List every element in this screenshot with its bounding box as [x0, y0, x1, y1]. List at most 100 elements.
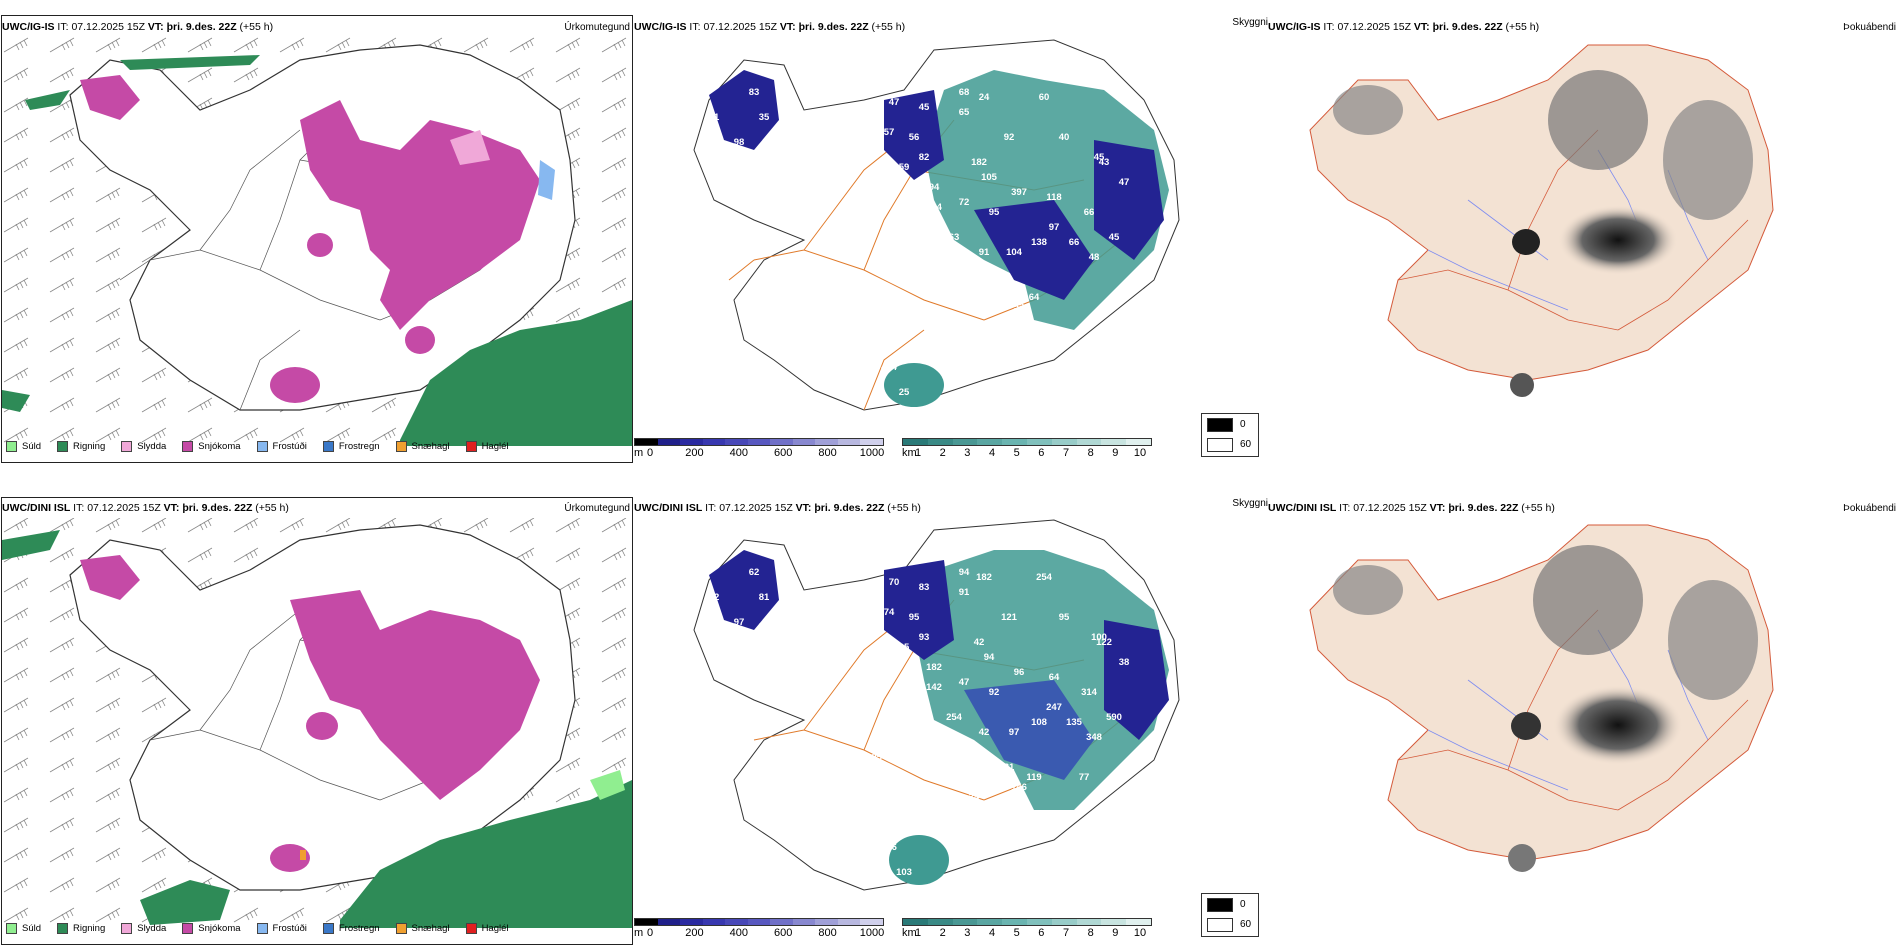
legend-item: Slydda: [121, 441, 166, 452]
cloud-base-value: 72: [829, 772, 840, 783]
cloud-base-value: 77: [1079, 772, 1090, 783]
cloud-base-value: 81: [1004, 762, 1015, 773]
legend-swatch: [256, 441, 268, 452]
colorbar-segment: [702, 919, 726, 925]
precip-map-frame: [1, 497, 633, 945]
lead-time: (+55 h): [887, 502, 921, 514]
fog-legend-value: 60: [1240, 439, 1252, 450]
vt-label: VT:: [147, 21, 164, 33]
cloud-base-value: 182: [971, 157, 987, 168]
colorbar-segment: [860, 439, 884, 445]
map-title: UWC/DINI ISL IT: 07.12.2025 15Z VT: þri.…: [1268, 502, 1555, 514]
fog-area-central: [1558, 205, 1678, 275]
cloud-base-value: 42: [974, 637, 985, 648]
vt-label: VT:: [779, 21, 796, 33]
legend-swatch: [121, 441, 133, 452]
colorbar-tick-label: 9: [1112, 447, 1119, 459]
legend-item: Frostregn: [322, 441, 380, 452]
lead-time: (+55 h): [1505, 21, 1540, 33]
cloud-panel-2: UWC/DINI ISL IT: 07.12.2025 15Z VT: þri.…: [634, 480, 1268, 950]
colorbar-segment: [977, 439, 1003, 445]
colorbar-segment: [903, 439, 928, 445]
fog-legend-swatch-black: [1207, 418, 1233, 432]
cloudbase-area-south: [884, 363, 944, 407]
colorbar-tick-label: 9: [1112, 927, 1119, 939]
rain-area-northwest: [25, 90, 70, 110]
colorbar-segment: [815, 439, 838, 445]
vt-label: VT:: [1413, 21, 1430, 33]
cloudbase-unit: m: [634, 927, 644, 939]
model-name: UWC/DINI ISL: [1268, 502, 1337, 514]
legend-item: Snæhagl: [395, 923, 450, 934]
legend-label: Súld: [22, 441, 42, 452]
cloud-base-value: 25: [899, 387, 910, 398]
precip-panel-2: UWC/DINI ISL IT: 07.12.2025 15Z VT: þri.…: [0, 480, 634, 950]
cloud-base-value: 47: [1119, 177, 1130, 188]
cloud-base-value: 83: [929, 772, 940, 783]
colorbar-segment: [635, 919, 658, 925]
cloud-base-value: 24: [979, 92, 990, 103]
cloud-base-value: 366: [841, 712, 857, 723]
cloud-base-value: 71: [709, 112, 720, 123]
colorbar-segment: [1051, 919, 1077, 925]
cloud-base-value: 48: [1089, 252, 1100, 263]
cloud-base-value: 72: [959, 197, 970, 208]
legend-label: Haglél: [481, 441, 509, 452]
it-value: 07.12.2025 15Z: [719, 502, 793, 514]
cloud-base-value: 82: [709, 592, 720, 603]
fog-legend-box: 0 60: [1201, 413, 1259, 457]
colorbar-segment: [770, 919, 793, 925]
colorbar-tick-label: 4: [988, 447, 996, 459]
cloud-base-value: 42: [979, 727, 990, 738]
cloud-base-value: 56: [909, 132, 920, 143]
fog-legend-value: 0: [1240, 899, 1246, 910]
colorbar-segment: [770, 439, 793, 445]
cloud-base-value: 70: [759, 622, 770, 633]
colorbar-tick-label: 3: [964, 927, 971, 939]
legend-swatch: [57, 441, 69, 452]
cloud-base-value: 94: [959, 567, 970, 578]
legend-label: Frostregn: [338, 923, 380, 934]
colorbar-segment: [1026, 439, 1052, 445]
colorbar-segment: [747, 439, 771, 445]
model-name: UWC/IG-IS: [634, 21, 687, 33]
snow-area-west: [80, 75, 140, 120]
colorbar-tick-label: 8: [1087, 927, 1094, 939]
cloud-base-value: 252: [1001, 282, 1017, 293]
fog-area-south: [1508, 844, 1536, 872]
snow-area-west: [80, 555, 140, 600]
ice-pellets-area: [300, 850, 306, 860]
fog-indicator-label: Þokuábendi: [1843, 22, 1896, 33]
visibility-unit: km: [902, 927, 917, 939]
cloudbase-bar: [634, 438, 884, 446]
legend-item: Slydda: [121, 923, 166, 934]
snow-area-myrdal: [405, 326, 435, 354]
colorbar-segment: [1101, 919, 1127, 925]
cloud-base-value: 70: [889, 577, 900, 588]
cloud-base-value: 92: [1004, 132, 1015, 143]
visibility-bar: [902, 918, 1152, 926]
cloudbase-bar: [634, 918, 884, 926]
legend-label: Frostúði: [272, 923, 307, 934]
cloud-base-value: 64: [1029, 292, 1040, 303]
cloud-base-value: 182: [926, 662, 942, 673]
colorbar-segment: [725, 439, 748, 445]
vt-value: þri. 9.des. 22Z: [166, 21, 237, 33]
map-title: UWC/DINI ISL IT: 07.12.2025 15Z VT: þri.…: [634, 502, 921, 514]
cloudbase-unit: m: [634, 447, 644, 459]
colorbar-tick-label: 6: [1038, 447, 1045, 459]
fog-map-svg: [1309, 44, 1774, 397]
vt-value: þri. 9.des. 22Z: [814, 502, 885, 514]
cloud-base-value: 66: [1084, 207, 1095, 218]
colorbar-tick-label: 800: [818, 447, 837, 459]
cloud-base-value: 142: [926, 682, 942, 693]
precip-type-label: Úrkomutegund: [564, 22, 630, 33]
vt-value: þri. 9.des. 22Z: [1432, 21, 1503, 33]
cloud-base-value: 45: [1094, 152, 1105, 163]
it-label: IT:: [1323, 21, 1335, 33]
cloud-base-value: 65: [959, 107, 970, 118]
cloud-base-value: 119: [1026, 772, 1041, 783]
cloud-base-value: 64: [1049, 672, 1060, 683]
rain-area-northwest: [2, 530, 60, 560]
vt-label: VT:: [1429, 502, 1446, 514]
